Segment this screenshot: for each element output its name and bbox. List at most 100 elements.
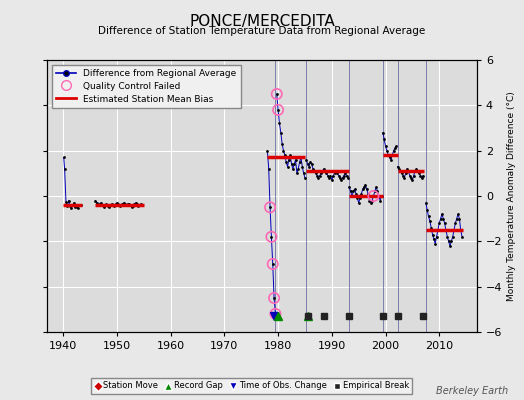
Point bbox=[126, 202, 135, 208]
Point bbox=[349, 188, 357, 195]
Point bbox=[411, 168, 419, 174]
Point bbox=[416, 172, 424, 179]
Point bbox=[372, 184, 380, 190]
Point bbox=[272, 91, 281, 97]
Point bbox=[115, 203, 124, 210]
Point bbox=[368, 197, 376, 204]
Point bbox=[444, 238, 453, 244]
Point bbox=[136, 202, 144, 208]
Point bbox=[407, 175, 415, 181]
Point bbox=[397, 170, 406, 176]
Point bbox=[294, 166, 302, 172]
Point bbox=[103, 203, 112, 210]
Point bbox=[72, 204, 81, 210]
Point bbox=[358, 186, 367, 192]
Point bbox=[404, 168, 412, 174]
Point bbox=[310, 168, 319, 174]
Point bbox=[385, 154, 394, 161]
Point bbox=[117, 202, 125, 208]
Point bbox=[114, 201, 123, 207]
Point bbox=[95, 201, 104, 207]
Point bbox=[419, 172, 427, 179]
Point bbox=[308, 161, 316, 168]
Point bbox=[106, 202, 114, 208]
Point bbox=[119, 200, 128, 206]
Point bbox=[384, 152, 392, 158]
Point bbox=[301, 175, 309, 181]
Point bbox=[325, 175, 333, 181]
Point bbox=[432, 234, 441, 240]
Point bbox=[125, 201, 133, 207]
Point bbox=[129, 203, 137, 210]
Point bbox=[381, 143, 390, 149]
Point bbox=[434, 227, 442, 233]
Point bbox=[263, 148, 271, 154]
Point bbox=[98, 202, 106, 208]
Point bbox=[279, 148, 288, 154]
Point bbox=[93, 200, 101, 206]
Point bbox=[365, 197, 374, 204]
Point bbox=[302, 156, 311, 163]
Point bbox=[422, 200, 430, 206]
Point bbox=[64, 197, 73, 204]
Point bbox=[74, 205, 82, 212]
Point bbox=[305, 163, 313, 170]
Point bbox=[328, 177, 336, 183]
Point bbox=[118, 201, 126, 207]
Point bbox=[377, 193, 386, 199]
Y-axis label: Monthly Temperature Anomaly Difference (°C): Monthly Temperature Anomaly Difference (… bbox=[507, 91, 516, 301]
Point bbox=[387, 156, 395, 163]
Point bbox=[356, 195, 364, 202]
Point bbox=[105, 204, 113, 210]
Point bbox=[122, 202, 130, 208]
Point bbox=[303, 161, 312, 168]
Point bbox=[107, 201, 116, 207]
Point bbox=[267, 234, 276, 240]
Point bbox=[291, 156, 300, 163]
Point bbox=[271, 311, 280, 317]
Point bbox=[447, 238, 455, 244]
Point bbox=[334, 172, 343, 179]
Point bbox=[394, 163, 402, 170]
Point bbox=[449, 234, 457, 240]
Point bbox=[311, 170, 320, 176]
Point bbox=[395, 166, 403, 172]
Point bbox=[113, 200, 121, 206]
Point bbox=[121, 201, 129, 207]
Point bbox=[299, 170, 308, 176]
Point bbox=[298, 163, 307, 170]
Point bbox=[340, 172, 348, 179]
Point bbox=[265, 166, 273, 172]
Point bbox=[309, 166, 317, 172]
Point bbox=[110, 203, 118, 210]
Point bbox=[285, 156, 293, 163]
Point bbox=[396, 168, 405, 174]
Point bbox=[367, 200, 375, 206]
Point bbox=[282, 159, 290, 165]
Point bbox=[306, 159, 314, 165]
Point bbox=[60, 154, 68, 161]
Point bbox=[102, 201, 111, 207]
Point bbox=[399, 172, 407, 179]
Point bbox=[266, 204, 274, 210]
Point bbox=[329, 172, 337, 179]
Point bbox=[380, 136, 388, 142]
Point bbox=[138, 202, 147, 208]
Point bbox=[342, 172, 351, 179]
Text: PONCE/MERCEDITA: PONCE/MERCEDITA bbox=[189, 14, 335, 29]
Point bbox=[391, 145, 399, 152]
Point bbox=[454, 211, 462, 217]
Point bbox=[94, 202, 102, 208]
Point bbox=[296, 159, 304, 165]
Point bbox=[400, 175, 409, 181]
Point bbox=[60, 166, 69, 172]
Point bbox=[268, 261, 277, 267]
Point bbox=[100, 204, 108, 210]
Point bbox=[287, 161, 296, 168]
Point bbox=[132, 200, 140, 206]
Point bbox=[353, 195, 362, 202]
Point bbox=[274, 107, 282, 113]
Point bbox=[392, 143, 400, 149]
Point bbox=[406, 172, 414, 179]
Point bbox=[357, 190, 366, 197]
